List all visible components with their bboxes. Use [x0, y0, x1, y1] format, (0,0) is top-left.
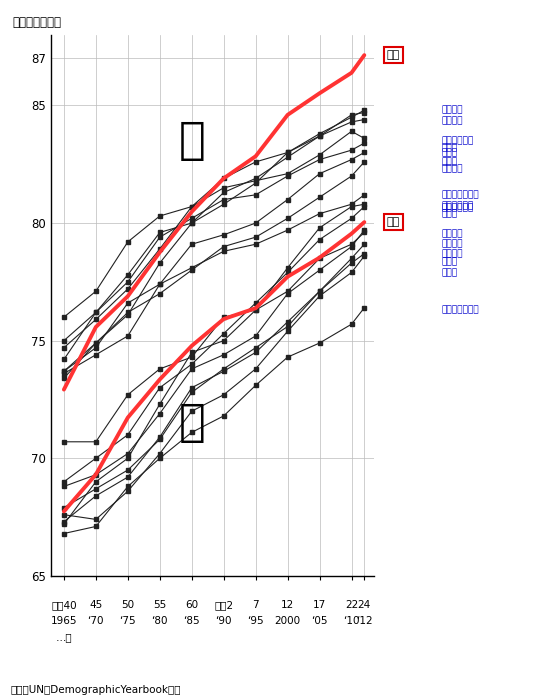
- Text: 45: 45: [89, 600, 102, 610]
- Text: 2000: 2000: [274, 616, 301, 626]
- Text: アイスランド: アイスランド: [442, 136, 474, 145]
- Text: 男: 男: [179, 401, 205, 445]
- Text: 1965: 1965: [51, 616, 77, 626]
- Text: アメリカ合衆国: アメリカ合衆国: [442, 191, 479, 200]
- Text: 50: 50: [121, 600, 134, 610]
- Text: イギリス: イギリス: [442, 165, 463, 174]
- Text: アイスランド: アイスランド: [442, 201, 474, 210]
- Text: ‘10: ‘10: [343, 616, 360, 626]
- Text: 平均寿命（年）: 平均寿命（年）: [12, 17, 61, 29]
- Text: 7: 7: [252, 600, 259, 610]
- Text: ‘05: ‘05: [312, 616, 328, 626]
- Text: 日本: 日本: [387, 217, 400, 227]
- Text: ‘70: ‘70: [88, 616, 104, 626]
- Text: ドイツ: ドイツ: [442, 268, 458, 277]
- Text: …年: …年: [55, 632, 72, 643]
- Text: 平成2: 平成2: [214, 600, 233, 610]
- Text: 昭和40: 昭和40: [51, 600, 77, 610]
- Text: イタリア: イタリア: [442, 117, 463, 125]
- Text: 女: 女: [179, 119, 205, 162]
- Text: 60: 60: [185, 600, 199, 610]
- Text: ‘12: ‘12: [356, 616, 373, 626]
- Text: ‘85: ‘85: [183, 616, 200, 626]
- Text: スイス: スイス: [442, 209, 458, 218]
- Text: ‘95: ‘95: [247, 616, 264, 626]
- Text: ‘80: ‘80: [152, 616, 168, 626]
- Text: フランス: フランス: [442, 249, 463, 258]
- Text: 12: 12: [281, 600, 294, 610]
- Text: アメリカ合衆国: アメリカ合衆国: [442, 306, 479, 315]
- Text: スイス: スイス: [442, 158, 458, 166]
- Text: イギリス: イギリス: [442, 239, 463, 248]
- Text: 資料：UN「DemographicYearbook」等: 資料：UN「DemographicYearbook」等: [11, 685, 181, 695]
- Text: 17: 17: [313, 600, 326, 610]
- Text: 55: 55: [153, 600, 166, 610]
- Text: ‘90: ‘90: [215, 616, 232, 626]
- Text: カナダ: カナダ: [442, 143, 458, 152]
- Text: 日本: 日本: [387, 50, 400, 60]
- Text: カナダ: カナダ: [442, 258, 458, 267]
- Text: イタリア: イタリア: [442, 229, 463, 238]
- Text: 22: 22: [345, 600, 358, 610]
- Text: 24: 24: [358, 600, 371, 610]
- Text: ドイツ: ドイツ: [442, 148, 458, 157]
- Text: ‘75: ‘75: [119, 616, 136, 626]
- Text: フランス: フランス: [442, 105, 463, 114]
- Text: アイスランド: アイスランド: [442, 203, 474, 212]
